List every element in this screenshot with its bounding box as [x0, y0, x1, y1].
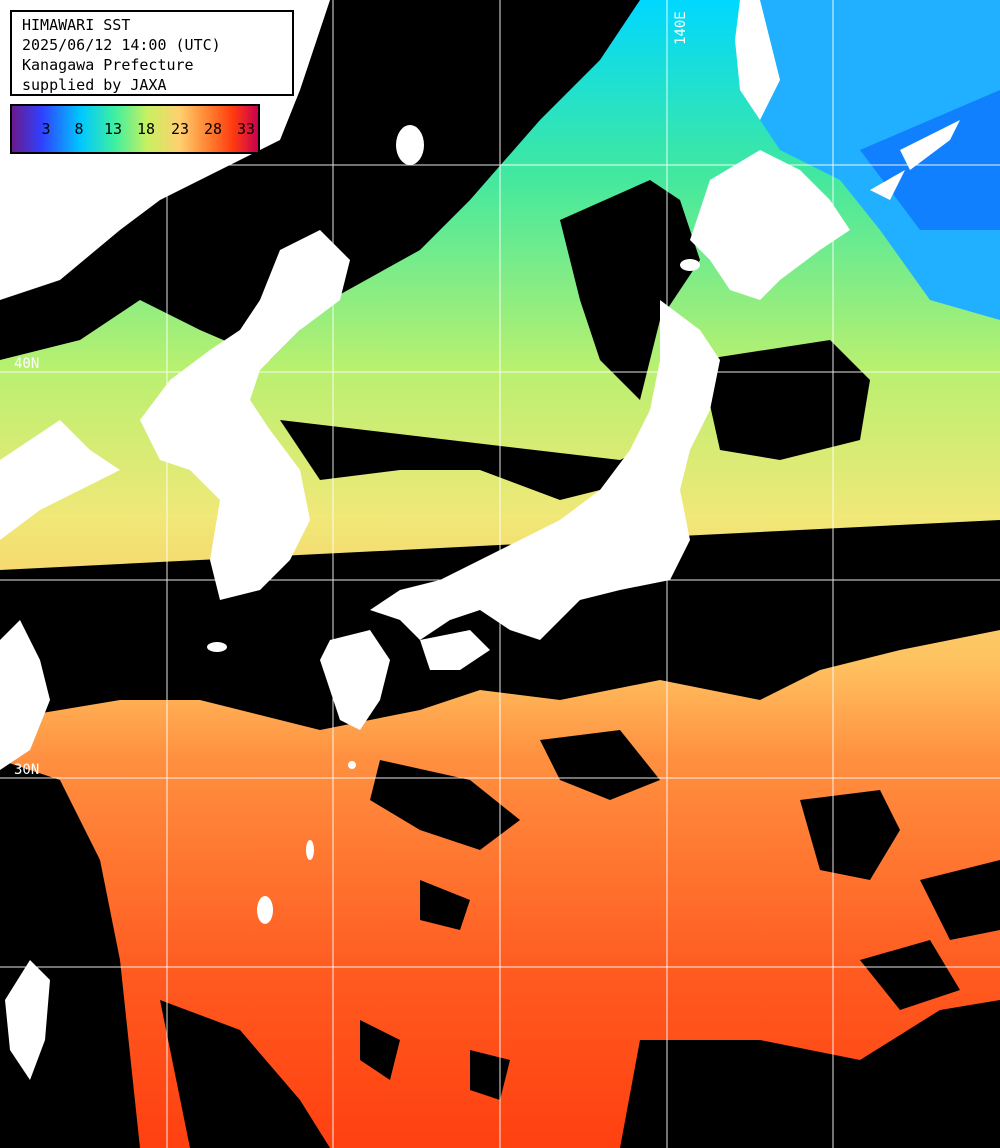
info-box: HIMAWARI SST 2025/06/12 14:00 (UTC) Kana…	[10, 10, 294, 96]
lon-label-140e: 140E	[673, 11, 689, 45]
color-legend: 3 8 13 18 23 28 33	[10, 104, 260, 154]
legend-tick-label: 28	[203, 120, 223, 138]
legend-tick-label: 23	[170, 120, 190, 138]
region-label: Kanagawa Prefecture	[22, 56, 194, 74]
legend-tick-label: 8	[74, 120, 84, 138]
legend-labels: 3 8 13 18 23 28 33	[12, 106, 258, 152]
cold-water-kuril	[860, 90, 1000, 230]
credit-label: supplied by JAXA	[22, 76, 167, 94]
lat-label-40n: 40N	[14, 356, 39, 372]
legend-tick-label: 3	[41, 120, 51, 138]
legend-gradient	[12, 106, 258, 152]
legend-tick-label: 33	[236, 120, 256, 138]
map-title: HIMAWARI SST	[22, 16, 131, 34]
legend-tick-label: 13	[103, 120, 123, 138]
datetime-label: 2025/06/12 14:00 (UTC)	[22, 36, 221, 54]
legend-tick-label: 18	[136, 120, 156, 138]
lat-label-30n: 30N	[14, 762, 39, 778]
